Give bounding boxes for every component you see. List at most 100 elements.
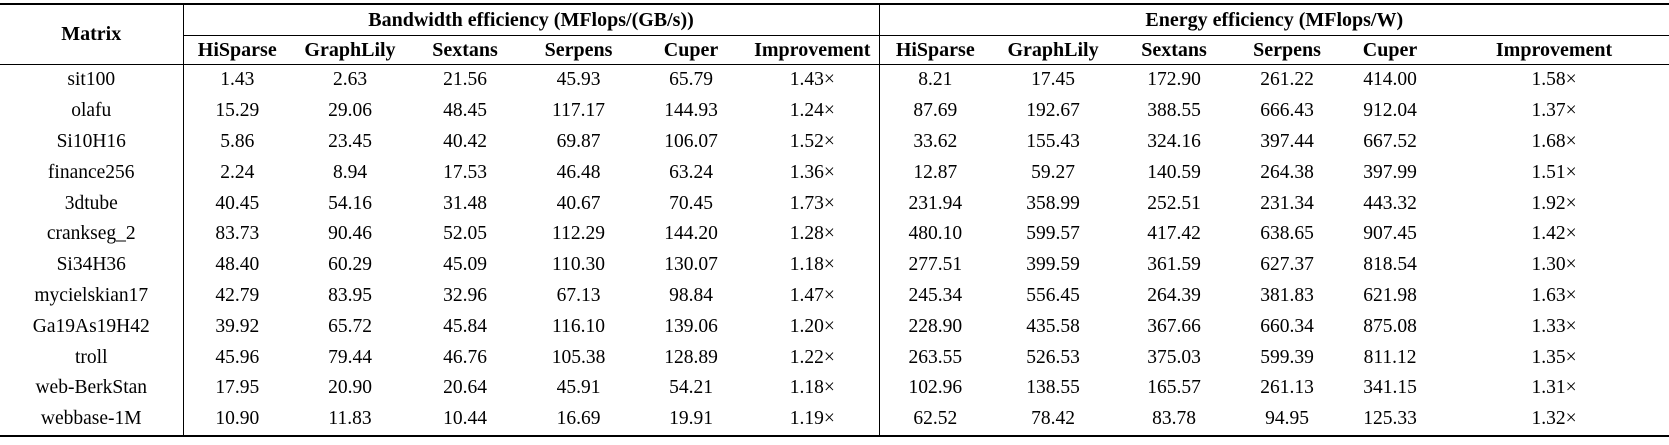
value-cell: 45.96 bbox=[215, 346, 260, 368]
value-cell: 40.67 bbox=[556, 192, 601, 214]
value-cell: 46.48 bbox=[556, 161, 601, 183]
value-cell: 140.59 bbox=[1147, 161, 1201, 183]
table-row: webbase-1M 10.90 11.83 10.44 16.69 19.91 1.19×… bbox=[0, 403, 1669, 436]
group-header-row: Matrix Bandwidth efficiency (MFlops/(GB/… bbox=[0, 4, 1669, 65]
value-cell: 1.30× bbox=[1531, 254, 1577, 276]
value-cell: 264.39 bbox=[1147, 284, 1201, 306]
value-cell: 399.59 bbox=[1026, 254, 1080, 276]
value-cell: 818.54 bbox=[1363, 254, 1417, 276]
matrix-name-cell: Ga19As19H42 bbox=[0, 311, 184, 343]
value-cell: 1.43 bbox=[220, 69, 255, 91]
value-cell: 252.51 bbox=[1147, 192, 1201, 214]
value-cell: 98.84 bbox=[669, 284, 713, 306]
value-cell: 435.58 bbox=[1026, 315, 1080, 337]
value-cell: 45.84 bbox=[443, 315, 487, 337]
value-cell: 62.52 bbox=[913, 408, 958, 430]
table-body: sit100 1.43 2.63 21.56 45.93 65.79 1.43× 8.21 17… bbox=[0, 64, 1669, 436]
value-cell: 1.73× bbox=[746, 188, 880, 219]
value-cell: 599.57 bbox=[1026, 223, 1080, 245]
value-cell: 165.57 bbox=[1147, 377, 1201, 399]
value-cell: 875.08 bbox=[1363, 315, 1417, 337]
table-row: mycielskian17 42.79 83.95 32.96 67.13 98.84 1.… bbox=[0, 280, 1669, 312]
table-row: olafu 15.29 29.06 48.45 117.17 144.93 1.24× 87.… bbox=[0, 95, 1669, 127]
value-cell: 70.45 bbox=[669, 192, 713, 214]
table-row: Si34H36 48.40 60.29 45.09 110.30 130.07 1.18× 2… bbox=[0, 249, 1669, 281]
energy-group-header: Energy efficiency (MFlops/W) bbox=[879, 4, 1669, 36]
value-cell: 1.58× bbox=[1531, 69, 1577, 91]
value-cell: 397.44 bbox=[1260, 130, 1314, 152]
value-cell: 40.45 bbox=[215, 192, 260, 214]
value-cell: 480.10 bbox=[908, 223, 963, 245]
value-cell: 12.87 bbox=[913, 161, 958, 183]
value-cell: 128.89 bbox=[664, 346, 718, 368]
value-cell: 638.65 bbox=[1260, 223, 1314, 245]
value-cell: 599.39 bbox=[1260, 346, 1314, 368]
value-cell: 48.40 bbox=[215, 254, 260, 276]
value-cell: 231.34 bbox=[1260, 192, 1314, 214]
col-header-bw-hisparse: HiSparse bbox=[183, 35, 291, 65]
value-cell: 667.52 bbox=[1363, 130, 1417, 152]
value-cell: 45.09 bbox=[443, 254, 487, 276]
value-cell: 1.22× bbox=[746, 342, 880, 373]
matrix-name-cell: Si10H16 bbox=[0, 126, 184, 158]
value-cell: 63.24 bbox=[669, 161, 713, 183]
col-header-en-serpens: Serpens bbox=[1233, 35, 1342, 65]
matrix-name-cell: olafu bbox=[0, 95, 184, 127]
value-cell: 443.32 bbox=[1363, 192, 1417, 214]
table-row: sit100 1.43 2.63 21.56 45.93 65.79 1.43× 8.21 17… bbox=[0, 64, 1669, 96]
value-cell: 1.31× bbox=[1531, 377, 1577, 399]
value-cell: 112.29 bbox=[552, 223, 605, 245]
value-cell: 1.52× bbox=[746, 126, 880, 158]
value-cell: 83.73 bbox=[215, 223, 260, 245]
value-cell: 87.69 bbox=[913, 100, 958, 122]
matrix-name-cell: finance256 bbox=[0, 157, 184, 189]
value-cell: 1.33× bbox=[1531, 315, 1577, 337]
value-cell: 16.69 bbox=[556, 408, 601, 430]
value-cell: 110.30 bbox=[552, 254, 605, 276]
value-cell: 106.07 bbox=[664, 130, 718, 152]
value-cell: 388.55 bbox=[1147, 100, 1201, 122]
value-cell: 1.18× bbox=[746, 249, 880, 281]
value-cell: 32.96 bbox=[443, 284, 487, 306]
value-cell: 5.86 bbox=[220, 130, 255, 152]
table-row: troll 45.96 79.44 46.76 105.38 128.89 1.22× 263… bbox=[0, 342, 1669, 373]
value-cell: 1.35× bbox=[1531, 346, 1577, 368]
value-cell: 48.45 bbox=[443, 100, 487, 122]
value-cell: 324.16 bbox=[1147, 130, 1201, 152]
value-cell: 138.55 bbox=[1026, 377, 1080, 399]
value-cell: 261.22 bbox=[1260, 69, 1314, 91]
value-cell: 1.51× bbox=[1531, 161, 1577, 183]
col-header-bw-serpens: Serpens bbox=[521, 35, 636, 65]
value-cell: 277.51 bbox=[908, 254, 963, 276]
efficiency-table: Matrix Bandwidth efficiency (MFlops/(GB/… bbox=[0, 3, 1669, 437]
col-header-bw-cuper: Cuper bbox=[636, 35, 746, 65]
value-cell: 52.05 bbox=[443, 223, 487, 245]
value-cell: 139.06 bbox=[664, 315, 718, 337]
value-cell: 19.91 bbox=[669, 408, 713, 430]
value-cell: 54.21 bbox=[669, 377, 713, 399]
value-cell: 31.48 bbox=[443, 192, 487, 214]
value-cell: 125.33 bbox=[1363, 408, 1417, 430]
value-cell: 341.15 bbox=[1363, 377, 1417, 399]
col-header-en-sextans: Sextans bbox=[1115, 35, 1234, 65]
value-cell: 90.46 bbox=[328, 223, 372, 245]
value-cell: 397.99 bbox=[1363, 161, 1417, 183]
value-cell: 1.43× bbox=[746, 64, 880, 96]
col-header-bw-improvement: Improvement bbox=[746, 35, 880, 65]
value-cell: 83.95 bbox=[328, 284, 372, 306]
value-cell: 1.19× bbox=[746, 403, 880, 436]
matrix-name-cell: crankseg_2 bbox=[0, 218, 184, 250]
value-cell: 2.24 bbox=[220, 161, 255, 183]
value-cell: 11.83 bbox=[328, 408, 372, 430]
value-cell: 811.12 bbox=[1363, 346, 1417, 368]
value-cell: 526.53 bbox=[1026, 346, 1080, 368]
value-cell: 67.13 bbox=[556, 284, 601, 306]
value-cell: 1.18× bbox=[746, 372, 880, 404]
col-header-en-graphlily: GraphLily bbox=[991, 35, 1116, 65]
value-cell: 10.90 bbox=[215, 408, 260, 430]
table-row: 3dtube 40.45 54.16 31.48 40.67 70.45 1.73× 231.… bbox=[0, 188, 1669, 219]
matrix-name-cell: troll bbox=[0, 342, 184, 373]
value-cell: 263.55 bbox=[908, 346, 963, 368]
matrix-name-cell: sit100 bbox=[0, 64, 184, 96]
col-header-bw-sextans: Sextans bbox=[409, 35, 521, 65]
